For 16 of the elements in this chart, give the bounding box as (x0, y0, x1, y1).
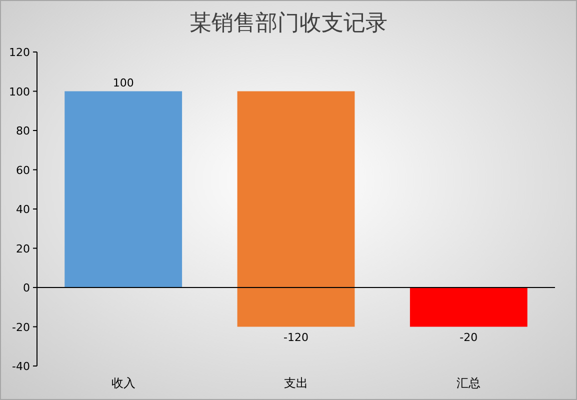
y-tick-label: 20 (16, 242, 30, 256)
data-label: -120 (284, 330, 308, 344)
title: 某销售部门收支记录 (190, 11, 388, 36)
y-tick-label: 100 (9, 85, 30, 98)
x-tick-label: 汇总 (456, 376, 481, 390)
y-tick-label: -20 (12, 320, 30, 334)
x-tick-label: 收入 (111, 376, 136, 390)
y-tick-label: 0 (23, 282, 30, 294)
y-tick-label: 80 (16, 124, 30, 138)
x-tick-label: 支出 (284, 376, 308, 390)
data-label: -20 (460, 330, 478, 344)
y-tick-label: 120 (9, 46, 30, 59)
data-label: 100 (112, 76, 134, 90)
y-tick-label: 40 (16, 203, 30, 216)
y-tick-label: -40 (12, 360, 30, 373)
y-tick-label: 60 (16, 164, 30, 177)
